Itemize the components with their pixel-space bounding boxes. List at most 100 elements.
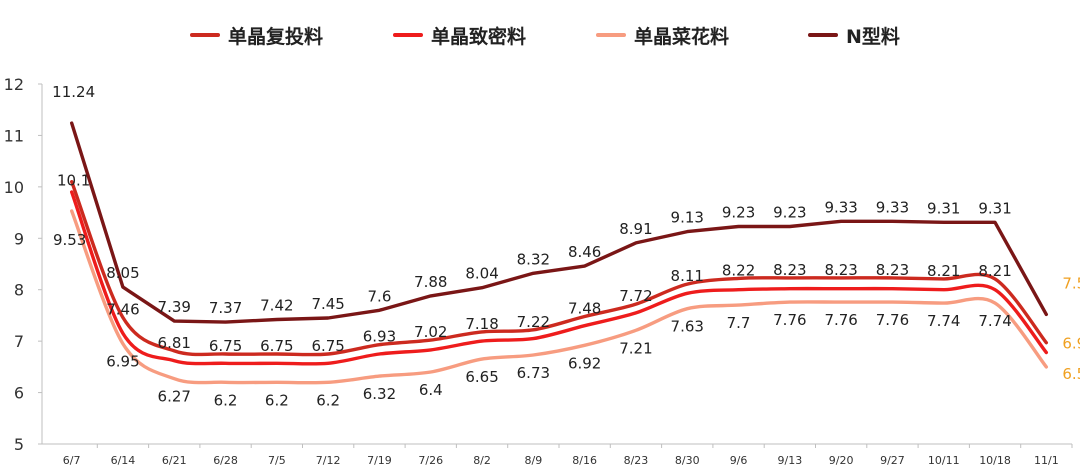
x-tick-label: 8/16 (572, 454, 597, 467)
series-line-4 (70, 121, 1048, 324)
data-label-series-3: 6.95 (106, 353, 139, 371)
data-label-series-3: 6.32 (363, 385, 396, 403)
y-tick-label: 8 (14, 281, 24, 300)
x-tick-label: 6/7 (63, 454, 81, 467)
legend-item-series-3: 单晶菜花料 (596, 20, 729, 50)
data-label-series-3: 7.74 (978, 312, 1011, 330)
x-tick-label: 9/13 (777, 454, 802, 467)
y-tick-label: 5 (14, 435, 24, 454)
data-label-series-4: 9.33 (824, 198, 857, 216)
x-tick-label: 8/9 (524, 454, 542, 467)
data-label-series-4: 9.31 (927, 199, 960, 217)
x-tick-label: 7/26 (418, 454, 443, 467)
x-tick-label: 9/20 (829, 454, 854, 467)
y-tick-label: 11 (4, 126, 24, 145)
data-label-series-4: 8.46 (568, 243, 601, 261)
data-label-series-1: 6.81 (158, 334, 191, 352)
data-label-series-1: 7.22 (517, 313, 550, 331)
data-label-series-3: 7.74 (927, 312, 960, 330)
data-label-series-4: 9.31 (978, 199, 1011, 217)
data-label-series-3: 7.76 (876, 311, 909, 329)
data-label-series-4: 8.04 (465, 265, 498, 283)
data-label-series-4: 11.24 (52, 83, 95, 101)
x-tick-label: 6/21 (162, 454, 187, 467)
data-label-series-1: 6.93 (363, 328, 396, 346)
data-label-series-1: 8.21 (978, 262, 1011, 280)
x-tick-label: 7/12 (316, 454, 341, 467)
legend-swatch-series-1 (190, 33, 220, 37)
data-label-series-3: 6.2 (316, 391, 340, 409)
x-tick-label: 6/14 (111, 454, 136, 467)
data-label-series-3: 6.27 (158, 388, 191, 406)
data-label-series-1: 7.02 (414, 323, 447, 341)
legend-item-series-2: 单晶致密料 (393, 20, 526, 50)
data-label-series-3: 6.5 (1062, 365, 1080, 383)
x-tick-label: 10/18 (979, 454, 1011, 467)
x-tick-label: 8/23 (624, 454, 649, 467)
data-label-series-1: 7.46 (106, 300, 139, 318)
data-label-series-4: 7.6 (368, 287, 392, 305)
data-label-series-1: 6.75 (311, 337, 344, 355)
data-label-series-4: 7.37 (209, 299, 242, 317)
data-label-series-3: 7.76 (824, 311, 857, 329)
x-tick-label: 6/28 (213, 454, 238, 467)
data-label-series-1: 8.21 (927, 262, 960, 280)
data-label-series-3: 7.63 (671, 318, 704, 336)
x-tick-label: 9/27 (880, 454, 905, 467)
x-tick-label: 8/30 (675, 454, 700, 467)
data-label-series-1: 10.1 (57, 172, 90, 190)
y-tick-label: 7 (14, 332, 24, 351)
chart-legend: 单晶复投料 单晶致密料 单晶菜花料 N型料 (0, 20, 1080, 50)
series-line-3 (70, 209, 1048, 385)
legend-swatch-series-3 (596, 33, 626, 37)
data-label-series-3: 7.7 (727, 314, 751, 332)
series-line-2 (70, 190, 1048, 366)
y-tick-label: 9 (14, 229, 24, 248)
data-label-series-1: 6.75 (209, 337, 242, 355)
data-label-series-3: 6.92 (568, 354, 601, 372)
y-tick-label: 10 (4, 178, 24, 197)
x-tick-label: 11/1 (1034, 454, 1059, 467)
data-label-series-1: 8.11 (671, 267, 704, 285)
data-label-series-1: 8.23 (876, 261, 909, 279)
data-label-series-4: 8.05 (106, 264, 139, 282)
data-label-series-4: 7.88 (414, 273, 447, 291)
data-label-series-4: 9.23 (773, 203, 806, 221)
x-tick-label: 7/5 (268, 454, 286, 467)
data-label-series-1: 6.75 (260, 337, 293, 355)
data-label-series-3: 7.76 (773, 311, 806, 329)
data-label-series-4: 7.39 (158, 298, 191, 316)
legend-swatch-series-2 (393, 33, 423, 37)
data-label-series-3: 6.73 (517, 364, 550, 382)
data-label-series-3: 6.2 (214, 391, 238, 409)
data-label-series-3: 9.53 (53, 231, 86, 249)
x-tick-label: 8/2 (473, 454, 491, 467)
legend-label-series-4: N型料 (846, 25, 900, 48)
legend-label-series-1: 单晶复投料 (228, 25, 324, 48)
x-tick-label: 7/19 (367, 454, 392, 467)
data-label-series-4: 8.91 (619, 220, 652, 238)
data-label-series-3: 6.4 (419, 381, 443, 399)
data-label-series-1: 6.97 (1062, 335, 1080, 353)
data-label-series-4: 7.52 (1062, 274, 1080, 292)
data-label-series-3: 7.21 (619, 339, 652, 357)
legend-label-series-2: 单晶致密料 (431, 25, 527, 48)
legend-item-series-4: N型料 (808, 20, 900, 50)
data-label-series-1: 8.23 (773, 261, 806, 279)
data-label-series-4: 7.45 (311, 295, 344, 313)
series-line-1 (70, 180, 1048, 357)
data-label-series-4: 7.42 (260, 297, 293, 315)
data-label-series-1: 7.48 (568, 299, 601, 317)
legend-label-series-3: 单晶菜花料 (634, 25, 730, 48)
legend-swatch-series-4 (808, 33, 838, 37)
x-tick-label: 9/6 (730, 454, 748, 467)
legend-item-series-1: 单晶复投料 (190, 20, 323, 50)
data-label-series-4: 9.13 (671, 209, 704, 227)
data-label-series-1: 7.72 (619, 287, 652, 305)
y-tick-label: 6 (14, 384, 24, 403)
data-label-series-1: 7.18 (465, 315, 498, 333)
y-tick-label: 12 (4, 75, 24, 94)
data-label-series-3: 6.65 (465, 368, 498, 386)
data-label-series-4: 9.33 (876, 198, 909, 216)
